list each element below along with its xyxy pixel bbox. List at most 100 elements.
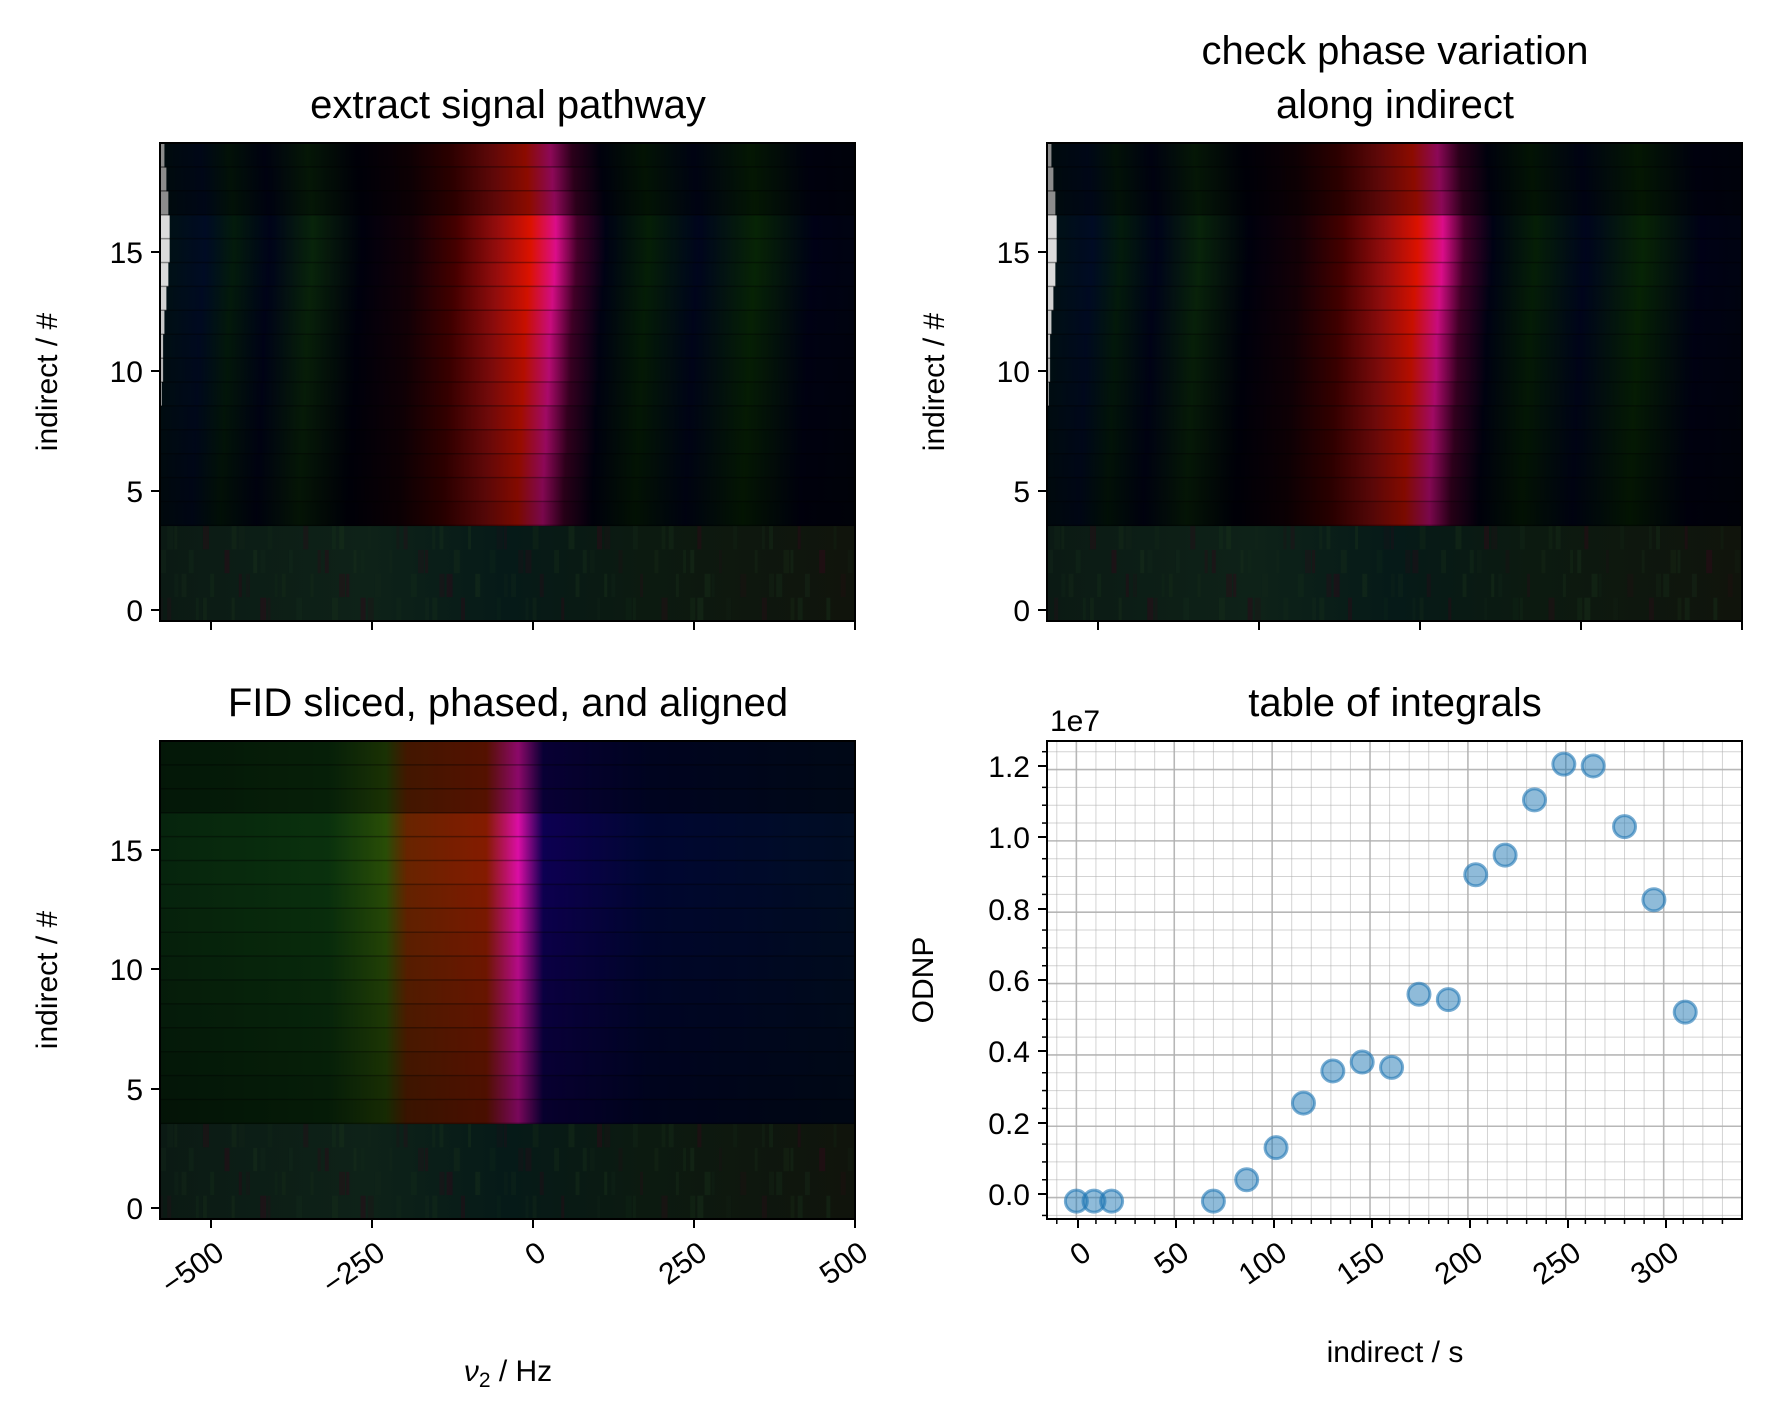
heatmap-noise-stripe — [432, 525, 436, 550]
heatmap-noise-stripe — [425, 597, 430, 621]
heatmap-row — [164, 310, 855, 335]
heatmap-row-shade — [160, 980, 855, 1005]
x-axis-label: indirect / s — [1327, 1336, 1464, 1369]
heatmap-noise-stripe — [1541, 549, 1546, 574]
heatmap-noise-stripe — [532, 1195, 537, 1219]
heatmap-noise-stripe — [160, 1147, 166, 1172]
heatmap-noise-stripe — [374, 573, 381, 598]
heatmap-noise-stripe — [661, 597, 668, 621]
x-tick-label: 300 — [1625, 1236, 1685, 1292]
heatmap-noise-stripe — [597, 597, 601, 621]
heatmap-noise-stripe — [174, 525, 178, 550]
heatmap-noise-stripe — [769, 1123, 774, 1148]
heatmap-noise-stripe — [733, 525, 738, 550]
heatmap-noise-stripe — [697, 597, 704, 621]
heatmap-noise-stripe — [1498, 573, 1503, 598]
heatmap-noise-stripe — [561, 597, 565, 621]
heatmap-row — [1047, 405, 1742, 431]
heatmap-noise-stripe — [1290, 525, 1295, 550]
heatmap-noise-stripe — [776, 573, 783, 598]
heatmap-noise-stripe — [754, 1147, 758, 1172]
heatmap-noise-stripe — [417, 1147, 424, 1172]
heatmap-noise-stripe — [475, 573, 481, 598]
heatmap-noise-stripe — [618, 1147, 623, 1172]
heatmap-noise-stripe — [1713, 597, 1718, 621]
heatmap-noise-stripe — [1168, 573, 1173, 598]
heatmap-noise-stripe — [604, 1171, 608, 1196]
heatmap-noise-stripe — [711, 1171, 715, 1196]
y-ticks: 0 5 10 15 — [997, 237, 1047, 628]
heatmap-image — [160, 741, 855, 1219]
panel-title: extract signal pathway — [310, 83, 706, 127]
heatmap-noise-stripe — [324, 1147, 329, 1172]
heatmap-noise-stripe — [1383, 525, 1390, 550]
heatmap-noise-stripe — [195, 1195, 199, 1219]
heatmap-row — [1055, 262, 1742, 287]
heatmap-row — [160, 477, 855, 503]
heatmap-noise-stripe — [1656, 525, 1661, 550]
heatmap-noise-stripe — [1484, 525, 1490, 550]
heatmap-noise-stripe — [432, 1123, 436, 1148]
heatmap-noise-stripe — [640, 573, 644, 598]
heatmap-noise-stripe — [632, 597, 636, 621]
heatmap-noise-stripe — [525, 597, 529, 621]
heatmap-noise-stripe — [790, 1195, 795, 1219]
heatmap-noise-stripe — [833, 525, 837, 550]
heatmap-noise-stripe — [1555, 525, 1561, 550]
heatmap-noise-stripe — [260, 597, 267, 621]
heatmap-noise-stripe — [1247, 597, 1253, 621]
heatmap-noise-stripe — [1061, 573, 1066, 598]
heatmap-noise-stripe — [1613, 597, 1619, 621]
heatmap-noise-stripe — [245, 1171, 250, 1196]
heatmap-noise-stripe — [632, 525, 638, 550]
heatmap-row — [160, 1147, 855, 1172]
heatmap-noise-stripe — [446, 573, 453, 598]
heatmap-noise-stripe — [181, 573, 187, 598]
heatmap-noise-stripe — [1462, 573, 1467, 598]
heatmap-noise-stripe — [1412, 549, 1419, 574]
heatmap-row — [1047, 429, 1742, 455]
heatmap-noise-stripe — [697, 1123, 702, 1148]
heatmap-noise-stripe — [331, 525, 336, 550]
heatmap-noise-stripe — [1577, 597, 1583, 621]
heatmap-noise-stripe — [525, 549, 532, 574]
heatmap-row — [163, 334, 855, 359]
heatmap-noise-stripe — [188, 1147, 194, 1172]
heatmap-row-shade — [1047, 310, 1742, 335]
heatmap-noise-stripe — [1326, 573, 1332, 598]
heatmap-noise-stripe — [317, 1147, 321, 1172]
heatmap-noise-stripe — [310, 1171, 314, 1196]
x-ticks — [210, 621, 856, 630]
heatmap-row-shade — [160, 741, 855, 766]
heatmap-row-shade — [1047, 143, 1742, 168]
panel-title-line2: along indirect — [1276, 83, 1514, 127]
heatmap-noise-stripe — [511, 573, 517, 598]
heatmap-noise-stripe — [1247, 549, 1252, 574]
heatmap-row-shade — [160, 334, 855, 359]
heatmap-noise-stripe — [396, 1123, 400, 1148]
heatmap-row — [160, 549, 855, 574]
heatmap-noise-stripe — [840, 1171, 846, 1196]
minor-ticks — [1042, 750, 1724, 1224]
heatmap-noise-stripe — [690, 1147, 695, 1172]
heatmap-noise-stripe — [525, 1147, 532, 1172]
heatmap-noise-stripe — [1226, 525, 1232, 550]
heatmap-noise-stripe — [353, 549, 357, 574]
heatmap-row — [163, 358, 855, 383]
scatter-point — [1612, 814, 1638, 840]
heatmap-noise-stripe — [597, 1195, 601, 1219]
heatmap-noise-stripe — [790, 597, 795, 621]
heatmap-noise-stripe — [582, 1147, 587, 1172]
heatmap-row-shade — [160, 310, 855, 335]
heatmap-noise-stripe — [718, 1147, 722, 1172]
heatmap-row — [160, 429, 855, 455]
y-axis-label: indirect / # — [918, 312, 951, 451]
heatmap-noise-stripe — [238, 525, 245, 550]
heatmap-row-shade — [160, 836, 855, 862]
heatmap-noise-stripe — [819, 549, 826, 574]
heatmap-noise-stripe — [1419, 525, 1426, 550]
heatmap-noise-stripe — [1276, 549, 1280, 574]
heatmap-noise-stripe — [532, 597, 537, 621]
heatmap-noise-stripe — [360, 1195, 366, 1219]
heatmap-row — [160, 1075, 855, 1101]
